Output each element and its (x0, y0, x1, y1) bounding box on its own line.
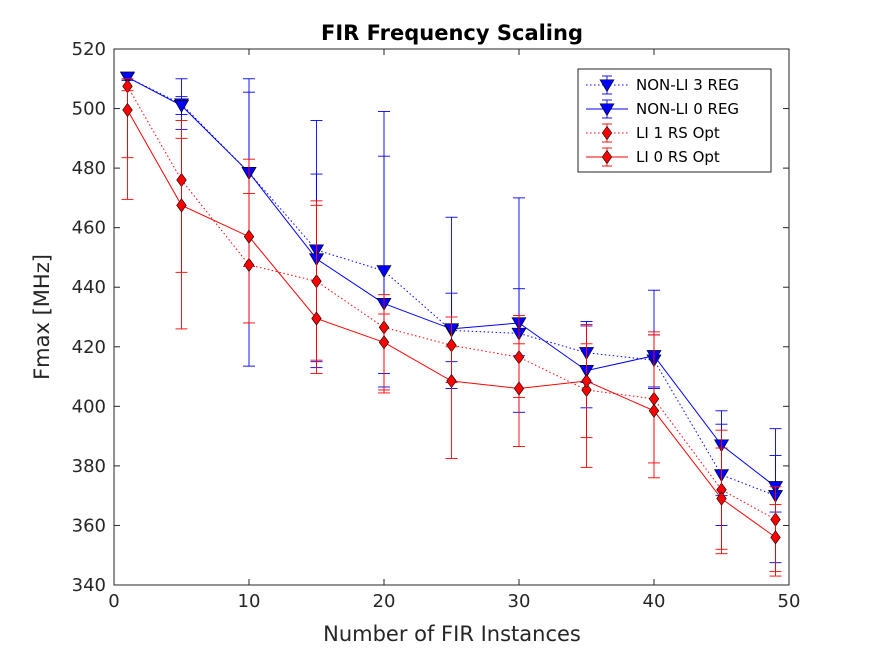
legend-entry: NON-LI 3 REG (586, 75, 739, 95)
legend-label: NON-LI 0 REG (636, 100, 739, 118)
chart-title: FIR Frequency Scaling (321, 21, 583, 45)
data-point (648, 403, 660, 418)
x-axis-label: Number of FIR Instances (323, 622, 581, 646)
x-tick-label: 30 (508, 591, 531, 612)
y-tick-label: 380 (72, 456, 106, 477)
data-layer (119, 71, 784, 577)
y-tick-label: 420 (72, 337, 106, 358)
data-point (311, 311, 322, 326)
data-point (378, 335, 390, 350)
series-line (127, 85, 776, 520)
data-point (581, 373, 592, 389)
data-point (446, 373, 457, 389)
data-point (770, 530, 781, 545)
data-point (176, 198, 187, 213)
ticks-layer: 0 10 20 30 40 50 340 360 380 400 420 440 460 480 500 52… (72, 39, 801, 612)
data-point (119, 71, 136, 85)
y-tick-label: 360 (72, 515, 106, 536)
x-tick-label: 10 (238, 591, 261, 612)
data-point (716, 491, 727, 506)
y-tick-label: 340 (72, 575, 106, 596)
y-axis-label: Fmax [MHz] (30, 254, 54, 380)
legend-entry: LI 0 RS Opt (586, 147, 720, 167)
y-tick-label: 500 (72, 99, 106, 120)
legend: NON-LI 3 REG NON-LI 0 REG LI 1 RS Opt LI 0 … (577, 68, 772, 173)
x-tick-label: 40 (643, 591, 666, 612)
y-tick-label: 400 (72, 396, 106, 417)
y-tick-label: 460 (72, 218, 106, 239)
legend-label: LI 1 RS Opt (636, 124, 720, 142)
axes-box (113, 48, 790, 586)
legend-marker (601, 149, 613, 165)
y-tick-label: 520 (72, 39, 106, 60)
x-tick-label: 0 (108, 591, 119, 612)
y-tick-label: 440 (72, 277, 106, 298)
x-tick-label: 20 (373, 591, 396, 612)
data-point (122, 102, 133, 118)
legend-label: NON-LI 3 REG (636, 76, 739, 94)
data-point (173, 100, 190, 113)
legend-marker (601, 125, 613, 141)
legend-entry: LI 1 RS Opt (586, 123, 720, 143)
data-point (513, 381, 525, 396)
legend-marker (599, 103, 615, 117)
legend-marker (599, 79, 615, 93)
y-tick-label: 480 (72, 158, 106, 179)
legend-entry: NON-LI 0 REG (586, 99, 739, 119)
x-tick-label: 50 (778, 591, 801, 612)
data-point (243, 229, 255, 244)
series-4 (121, 90, 782, 577)
legend-label: LI 0 RS Opt (636, 148, 720, 166)
